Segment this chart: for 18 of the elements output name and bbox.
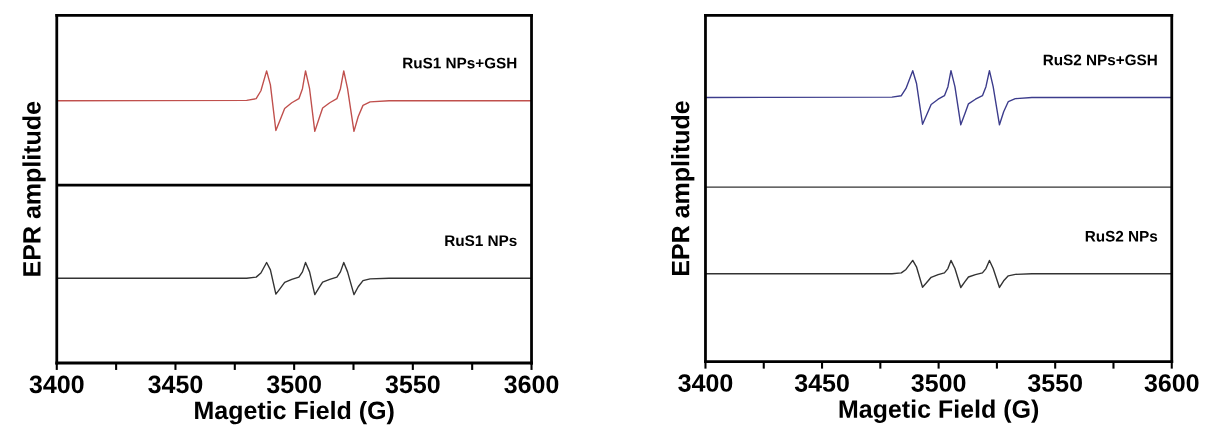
text: RuS1 NPs [445, 235, 517, 247]
x-axis-title: Magetic Field (G) [839, 399, 1039, 423]
text: RuS2 NPs [1085, 230, 1158, 242]
text: RuS2 NPs+GSH [1043, 54, 1157, 66]
x-tick-label: 3550 [1027, 374, 1082, 392]
x-tick-label: 3450 [148, 375, 203, 394]
x-tick-label: 3600 [504, 375, 559, 394]
x-tick-label: 3550 [385, 375, 440, 394]
text: RuS1 NPs+GSH [403, 57, 517, 69]
y-axis-title: EPR amplitude [22, 101, 46, 276]
x-tick-label: 3400 [678, 374, 733, 392]
x-tick-label: 3500 [266, 375, 321, 394]
y-axis-title: EPR amplitude [671, 101, 695, 276]
x-tick-label: 3400 [29, 375, 84, 394]
x-tick-label: 3450 [794, 374, 849, 392]
x-tick-label: 3500 [911, 374, 966, 392]
x-tick-label: 3600 [1144, 374, 1199, 392]
x-axis-title: Magetic Field (G) [195, 400, 394, 425]
